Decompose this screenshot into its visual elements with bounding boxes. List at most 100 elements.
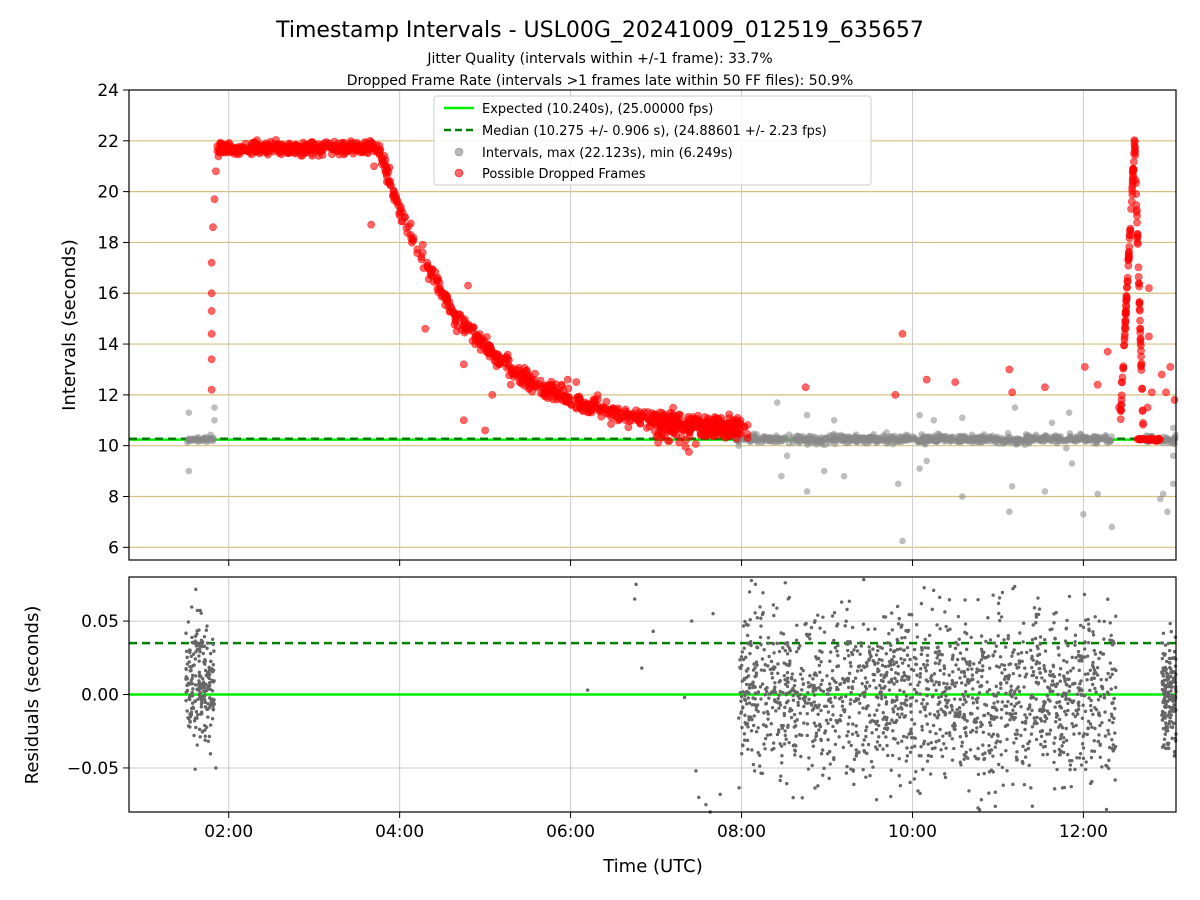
residual-point — [1037, 666, 1042, 671]
residual-point — [883, 695, 888, 699]
interval-point — [1036, 437, 1044, 445]
residual-point — [1070, 655, 1074, 660]
residual-point — [807, 756, 811, 760]
residual-point — [1037, 607, 1042, 611]
residual-point — [890, 718, 894, 722]
residual-point — [876, 696, 880, 700]
residual-point — [958, 710, 962, 714]
dropped-frame-point — [1133, 240, 1142, 248]
residual-point — [770, 748, 774, 752]
residual-point — [202, 644, 207, 648]
residual-point — [918, 675, 922, 679]
residual-point — [1016, 685, 1021, 689]
residual-point — [950, 708, 954, 712]
residual-point — [1107, 758, 1111, 763]
residual-point — [952, 746, 956, 751]
dropped-frame-point — [478, 335, 487, 343]
residual-point — [1058, 666, 1063, 671]
residual-point — [977, 661, 982, 665]
residual-point — [206, 715, 210, 719]
residual-point — [1172, 656, 1176, 660]
residual-point — [1003, 645, 1008, 649]
residual-point — [947, 598, 952, 602]
residual-point — [1006, 637, 1010, 641]
residual-point — [939, 748, 943, 752]
residual-point — [744, 669, 749, 673]
residual-point — [194, 725, 198, 730]
residual-point — [747, 715, 751, 719]
dropped-frame-point — [207, 329, 216, 338]
residual-point — [928, 712, 932, 716]
residual-point — [833, 729, 838, 733]
residual-point — [902, 678, 907, 683]
interval-point — [185, 409, 193, 416]
residual-point — [1162, 653, 1167, 657]
residual-point — [1043, 649, 1048, 653]
residual-point — [831, 704, 835, 708]
residual-point — [1074, 655, 1078, 660]
dropped-frame-point — [532, 383, 541, 392]
dropped-frame-point — [1116, 415, 1125, 424]
residual-point — [755, 645, 759, 649]
residual-point — [1088, 668, 1093, 672]
residual-point — [1045, 732, 1049, 736]
x-axis-label: Time (UTC) — [602, 856, 703, 877]
residual-point — [1081, 756, 1086, 761]
residual-point — [863, 684, 868, 689]
residual-point — [779, 744, 784, 748]
residual-point — [1065, 683, 1069, 687]
residual-point — [1091, 660, 1095, 665]
residual-point — [976, 597, 980, 602]
residual-point — [992, 715, 996, 719]
residual-point — [925, 653, 930, 658]
residual-point — [785, 671, 790, 675]
residual-point — [835, 649, 839, 653]
residual-point — [878, 743, 882, 748]
residual-point — [1068, 767, 1072, 772]
residual-point — [1104, 763, 1108, 768]
residual-point — [788, 709, 792, 713]
residual-point — [874, 653, 879, 657]
residual-point — [197, 684, 201, 689]
residual-point — [823, 731, 827, 735]
residual-point — [1034, 737, 1039, 742]
residual-point — [805, 733, 809, 738]
residual-point — [914, 623, 919, 627]
residual-point — [919, 754, 923, 758]
dropped-frame-point — [722, 432, 731, 441]
residual-point — [1167, 722, 1171, 726]
residual-point — [1058, 737, 1063, 741]
residual-point — [1092, 668, 1097, 672]
residual-point — [1098, 694, 1103, 698]
residual-point — [1092, 648, 1096, 653]
residual-point — [839, 600, 844, 604]
residual-point — [1020, 720, 1025, 725]
residual-point — [1071, 712, 1075, 716]
residual-point — [818, 626, 822, 630]
residual-point — [863, 676, 868, 680]
residual-point — [1034, 621, 1038, 625]
residual-point — [998, 618, 1002, 623]
interval-point — [773, 399, 781, 406]
dropped-frame-point — [516, 378, 525, 387]
dropped-frame-point — [1131, 148, 1139, 157]
residual-point — [900, 623, 904, 627]
residual-point — [849, 698, 853, 702]
dropped-frame-point — [1117, 378, 1126, 387]
residual-point — [896, 622, 901, 626]
residual-point — [752, 714, 756, 718]
residual-point — [916, 683, 920, 687]
dropped-frame-point — [1139, 419, 1147, 427]
residual-point — [1096, 739, 1100, 744]
legend-entry-expected: Expected (10.240s), (25.00000 fps) — [482, 102, 713, 117]
residual-point — [867, 658, 871, 662]
residual-point — [1067, 689, 1071, 693]
residual-point — [204, 673, 209, 678]
residual-point — [184, 667, 188, 671]
residual-point — [744, 682, 749, 687]
residual-point — [884, 735, 888, 739]
residual-point — [1164, 667, 1168, 671]
residual-point — [1038, 717, 1043, 721]
residual-point — [904, 694, 909, 698]
residual-point — [1016, 665, 1021, 669]
